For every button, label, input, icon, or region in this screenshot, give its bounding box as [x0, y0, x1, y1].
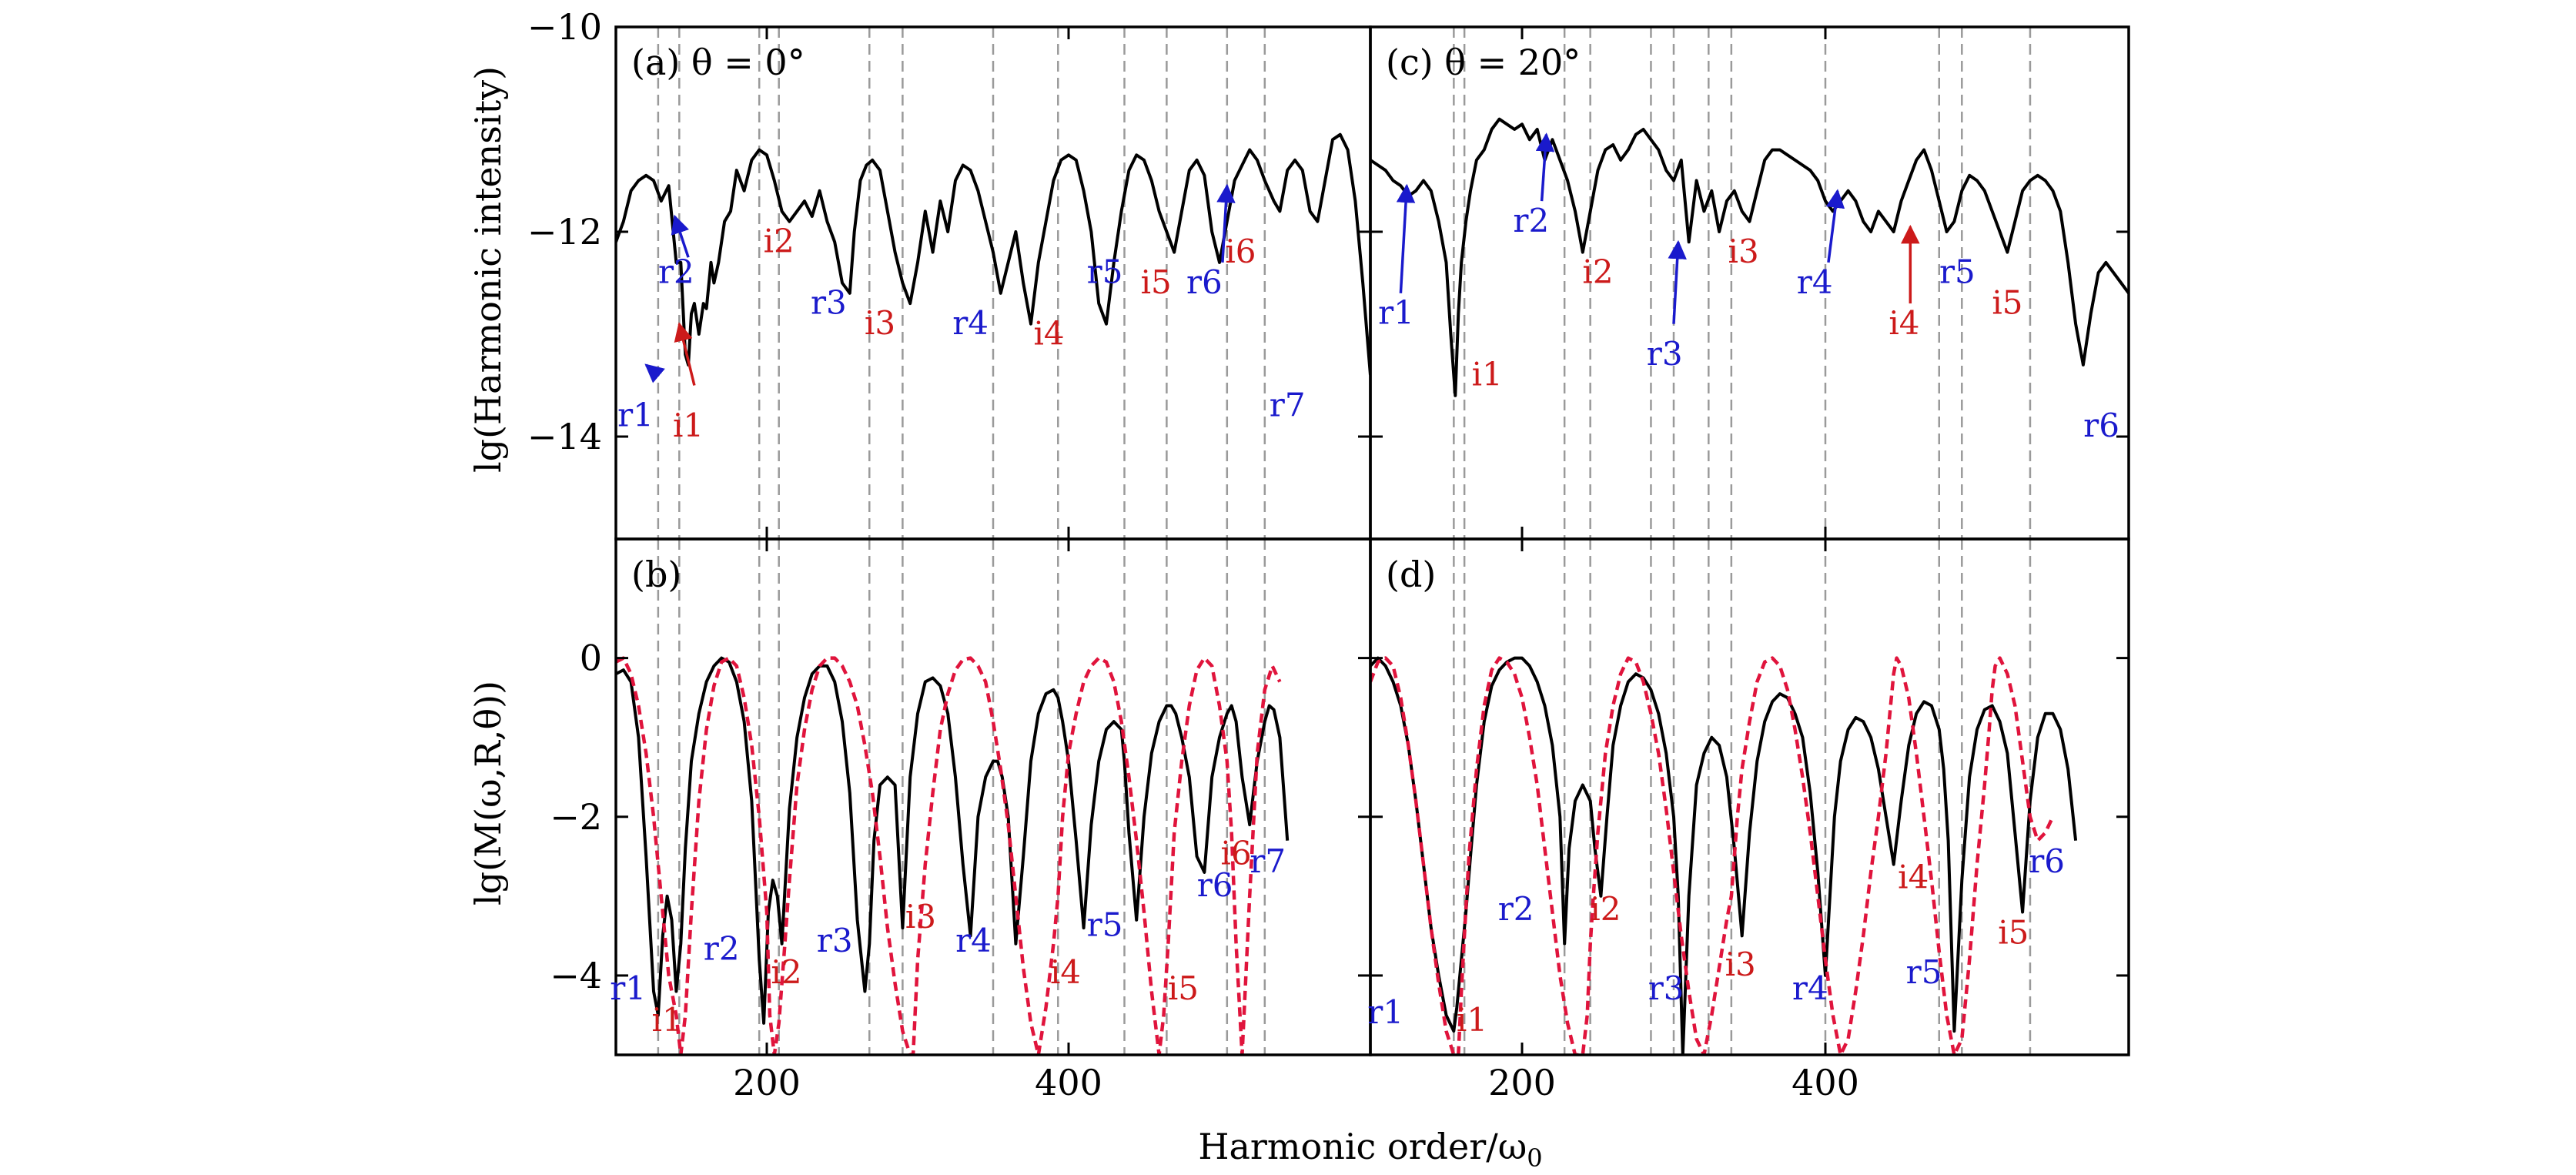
- y-tick-label: −14: [527, 416, 602, 457]
- annotation-label: r5: [1906, 953, 1942, 991]
- annotation-label: i1: [673, 407, 704, 444]
- annotation-label: i2: [1582, 253, 1613, 291]
- ticks-layer: −10 −12 −14 0 −2 −4 200 400 200 400: [527, 6, 2129, 1103]
- series-layer: [616, 117, 2129, 1055]
- annotation-label: i3: [905, 898, 936, 936]
- y-axis-title-top: lg(Harmonic intensity): [467, 66, 509, 473]
- annotation-arrow: [671, 214, 690, 258]
- annotation-label: r5: [1939, 253, 1975, 291]
- y-axis-title-bottom: lg(M(ω,R,θ)): [467, 681, 509, 906]
- annotation-label: r6: [1186, 263, 1223, 301]
- y-tick-label: −12: [527, 211, 602, 253]
- x-axis-title: Harmonic order/ω0: [1198, 1126, 1542, 1173]
- panel-label: (c) θ = 20°: [1386, 42, 1581, 83]
- y-tick-label: −2: [550, 796, 602, 838]
- annotation-label: i5: [1998, 914, 2029, 952]
- annotation-label: r2: [1513, 202, 1549, 239]
- annotation-label: i3: [865, 304, 895, 342]
- series-line-measured: [616, 656, 1290, 1025]
- annotation-label: i5: [1992, 283, 2022, 321]
- annotation-label: r1: [617, 397, 654, 434]
- annotation-label: i4: [1033, 314, 1064, 352]
- x-tick-label: 400: [1035, 1062, 1102, 1103]
- annotation-label: r4: [955, 922, 992, 959]
- y-tick-label: −10: [527, 6, 602, 48]
- annotation-label: r2: [704, 929, 740, 967]
- annotation-label: r5: [1087, 253, 1123, 291]
- annotation-label: r4: [952, 304, 989, 342]
- annotation-label: i1: [1472, 356, 1503, 393]
- annotation-label: r5: [1087, 906, 1123, 943]
- annotation-label: i6: [1220, 835, 1251, 872]
- annotation-label: i2: [1590, 890, 1621, 928]
- annotation-label: r7: [1270, 386, 1306, 423]
- axes-layer: (a) θ = 0° (c) θ = 20° (b) (d): [614, 25, 2130, 1056]
- annotation-label: i1: [1457, 1001, 1487, 1039]
- panel-frame: [1369, 537, 2130, 1056]
- annotation-label: r1: [1378, 294, 1414, 332]
- series-line-measured: [616, 132, 1370, 376]
- y-tick-label: −4: [550, 955, 602, 996]
- series-line-measured: [1370, 117, 2129, 397]
- annotation-arrow: [674, 322, 696, 386]
- annotation-label: r1: [1367, 993, 1403, 1031]
- annotation-label: r6: [2083, 407, 2119, 444]
- annotation-arrow: [1668, 239, 1687, 324]
- annotation-label: i4: [1898, 859, 1929, 896]
- annotation-arrow: [1535, 132, 1555, 202]
- panel-label: (a) θ = 0°: [631, 42, 805, 83]
- annotation-label: r2: [1498, 890, 1534, 928]
- annotation-label: r7: [1250, 842, 1286, 880]
- annotation-arrow: [1396, 183, 1416, 293]
- annotation-label: i3: [1728, 233, 1759, 270]
- annotation-label: r4: [1792, 969, 1828, 1007]
- annotation-label: i4: [1050, 953, 1081, 991]
- x-axis-title-text: Harmonic order/ω: [1198, 1126, 1527, 1167]
- x-axis-title-subscript: 0: [1527, 1143, 1542, 1173]
- annotation-label: i5: [1141, 263, 1172, 301]
- series-line-model: [1370, 656, 2055, 1055]
- annotation-label: i2: [764, 223, 795, 260]
- annotation-label: r3: [1648, 969, 1684, 1007]
- annotation-label: r3: [811, 283, 847, 321]
- annotation-label: r1: [610, 969, 646, 1007]
- x-tick-label: 200: [733, 1062, 801, 1103]
- annotation-label: i4: [1889, 304, 1919, 342]
- x-tick-label: 200: [1488, 1062, 1556, 1103]
- series-line-measured: [1370, 656, 2078, 1055]
- annotation-label: i5: [1168, 969, 1199, 1007]
- panel-label: (d): [1386, 554, 1436, 595]
- annotation-arrow: [1216, 183, 1236, 263]
- panel-label: (b): [631, 554, 681, 595]
- annotation-label: i3: [1725, 946, 1756, 983]
- annotation-label: i6: [1225, 233, 1256, 270]
- annotation-label: r4: [1797, 263, 1833, 301]
- annotation-label: r3: [1647, 335, 1683, 373]
- annotation-label: r3: [817, 922, 853, 959]
- annotation-label: r2: [658, 253, 694, 291]
- annotation-label: i2: [771, 953, 801, 991]
- annotation-label: i1: [652, 1001, 683, 1039]
- y-tick-label: 0: [580, 638, 602, 679]
- series-line-model: [616, 656, 1282, 1055]
- x-tick-label: 400: [1791, 1062, 1859, 1103]
- guide-lines-layer: [657, 27, 2032, 1055]
- annotation-label: r6: [1197, 866, 1233, 904]
- annotation-arrow: [1825, 189, 1845, 263]
- annotation-arrow: [644, 363, 665, 383]
- annotation-label: r6: [2029, 842, 2065, 880]
